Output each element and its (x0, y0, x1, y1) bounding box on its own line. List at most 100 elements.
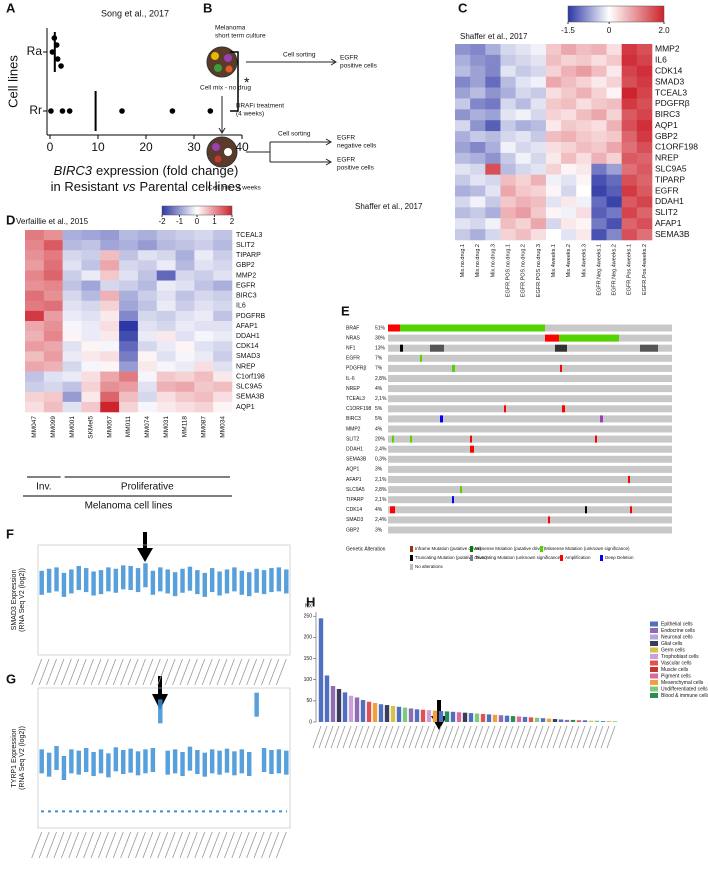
heatmap-cell (470, 229, 486, 241)
heatmap-cell (213, 371, 233, 382)
heatmap-cell (561, 207, 577, 219)
heatmap-cell (485, 44, 501, 56)
bar (576, 720, 582, 722)
alteration-freq: 4% (375, 507, 383, 513)
colorbar-tick-label: -2 (158, 217, 166, 226)
alteration-freq: 2,1% (375, 396, 387, 402)
heatmap-cell (636, 87, 653, 99)
alteration (470, 445, 474, 453)
x-label-stub (275, 658, 287, 686)
heatmap-cell (591, 120, 607, 132)
heatmap-cell (62, 401, 82, 413)
heatmap-cell (545, 54, 562, 67)
expression-strip (128, 566, 133, 590)
expression-strip (195, 570, 200, 595)
x-label-stub (360, 725, 370, 749)
heatmap-cell (81, 381, 101, 393)
expression-strip (224, 569, 230, 594)
group-label: Inv. (36, 482, 51, 493)
heatmap-cell (561, 196, 577, 208)
heatmap-cell (455, 152, 471, 165)
heatmap-cell (62, 341, 82, 352)
heatmap-cell (485, 163, 501, 175)
heatmap-cell (43, 361, 63, 372)
heatmap-cell (119, 401, 139, 413)
heatmap-cell (119, 240, 139, 251)
alteration (628, 476, 630, 483)
legend-label: Undifferentiated cells (661, 686, 708, 692)
alteration (400, 344, 403, 352)
alteration-freq: 2,1% (375, 497, 387, 503)
heatmap-cell (81, 391, 101, 403)
heatmap-cell (119, 321, 139, 332)
heatmap-cell (175, 321, 195, 332)
heatmap-cell (194, 391, 214, 403)
expression-strip (261, 748, 267, 772)
colorbar-tick-label: 1 (212, 217, 217, 226)
x-label-stub (378, 725, 388, 749)
expression-strip (113, 747, 119, 772)
bar (330, 686, 336, 722)
x-label-stub (444, 725, 454, 749)
x-label-stub (38, 658, 50, 686)
column-label: MM001 (69, 416, 76, 438)
heatmap-cell (545, 185, 562, 197)
heatmap-cell (576, 87, 592, 99)
x-label-stub (384, 725, 394, 749)
heatmap-cell (62, 331, 82, 342)
heatmap-cell (25, 331, 45, 342)
heatmap-cell (591, 109, 607, 121)
heatmap-cell (500, 229, 516, 241)
row-label: MMP2 (236, 272, 256, 279)
heatmap-cell (213, 361, 233, 372)
bar (360, 700, 366, 722)
alteration-freq: 2,4% (375, 447, 387, 453)
y-tick-label: 100 (304, 677, 313, 683)
x-tick-label: 10 (91, 140, 105, 154)
gene-name: IL-6 (346, 376, 355, 382)
heatmap-cell (621, 87, 638, 99)
heatmap-cell (455, 218, 471, 230)
legend-swatch (410, 564, 413, 570)
heatmap-cell (137, 230, 158, 241)
expression-strip (76, 566, 81, 590)
heatmap-cell (194, 260, 214, 271)
heatmap-cell (100, 260, 120, 271)
heatmap-cell (636, 229, 653, 241)
x-label-stub (216, 831, 228, 859)
heatmap-cell (576, 65, 592, 77)
heatmap-cell (194, 270, 214, 281)
heatmap-cell (81, 321, 101, 332)
expression-strip (39, 570, 44, 595)
diagram-text: Cell sorting (278, 131, 311, 138)
heatmap-cell (621, 131, 638, 143)
legend-label: Mesenchymal cells (661, 680, 704, 686)
heatmap-cell (591, 229, 607, 241)
heatmap-cell (500, 76, 516, 88)
x-label-stub (594, 725, 604, 749)
expression-strip (284, 569, 289, 594)
heatmap-cell (213, 310, 233, 322)
heatmap-cell (485, 196, 501, 208)
heatmap-cell (119, 260, 139, 271)
legend-label: No alterations (415, 564, 444, 569)
x-label-stub (60, 658, 72, 686)
expression-strip (135, 751, 141, 776)
y-axis-label: TYRP1 Expression (11, 728, 18, 787)
bar (324, 675, 330, 722)
heatmap-cell (62, 300, 82, 312)
heatmap-cell (119, 230, 139, 241)
row-label: SMAD3 (236, 353, 260, 360)
heatmap-cell (636, 109, 653, 121)
heatmap-cell (43, 270, 63, 281)
heatmap-cell (100, 341, 120, 352)
heatmap-cell (576, 185, 592, 197)
bar (552, 719, 558, 722)
heatmap-cell (43, 230, 63, 241)
expression-strip (247, 572, 252, 597)
heatmap-cell (81, 270, 101, 281)
heatmap-cell (636, 174, 653, 186)
heatmap-cell (485, 109, 501, 121)
alteration-freq: 5% (375, 416, 383, 422)
heatmap-cell (561, 142, 577, 154)
